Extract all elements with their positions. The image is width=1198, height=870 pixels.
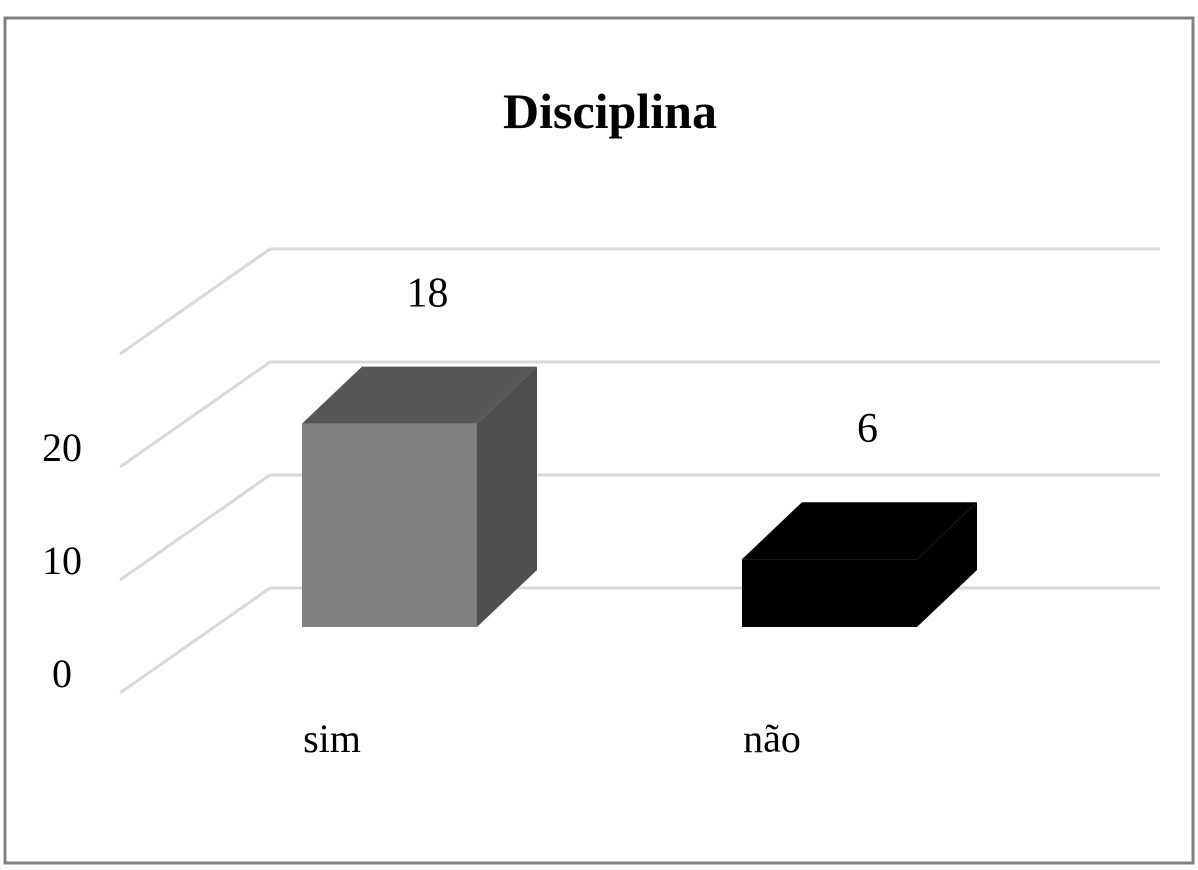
bar — [302, 423, 477, 627]
labels: 0 10 20 18 sim 6 não — [42, 271, 878, 761]
gridline-side — [119, 473, 271, 582]
y-tick-label: 20 — [42, 425, 82, 470]
gridline-side — [119, 247, 271, 356]
bar-side — [917, 502, 977, 627]
bar-top — [742, 502, 977, 560]
chart-frame — [3, 16, 1195, 865]
bar — [742, 559, 917, 627]
chart-title: Disciplina — [503, 83, 717, 139]
bar-top — [302, 366, 537, 424]
category-label: não — [743, 716, 801, 761]
bar-side — [477, 366, 537, 627]
gridline-side — [119, 586, 271, 695]
data-label: 6 — [857, 406, 878, 452]
gridline-side — [119, 360, 271, 469]
y-tick-label: 0 — [52, 651, 72, 696]
bars — [302, 366, 977, 627]
data-label: 18 — [407, 271, 449, 317]
y-tick-label: 10 — [42, 538, 82, 583]
category-label: sim — [303, 716, 361, 761]
